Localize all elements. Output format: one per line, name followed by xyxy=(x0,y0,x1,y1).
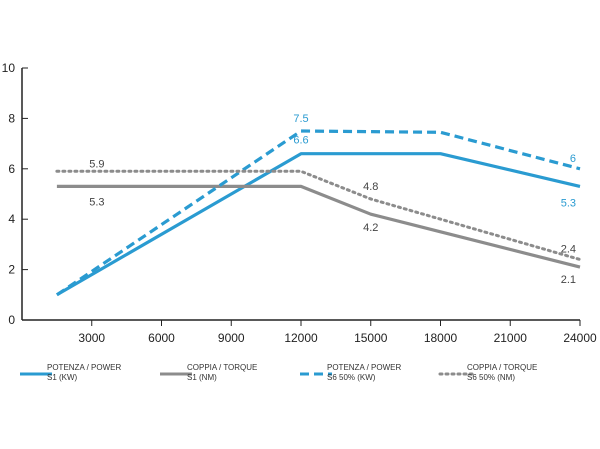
data-label: 6 xyxy=(570,153,576,165)
data-label: 4.2 xyxy=(363,222,378,234)
x-tick-label: 3000 xyxy=(78,331,105,345)
legend-label-line2: S6 50% (KW) xyxy=(327,373,376,382)
x-tick-label: 24000 xyxy=(563,331,597,345)
data-labels: 6.6 5.3 5.3 4.2 2.1 7.5 6 5.9 4.8 2.4 xyxy=(89,113,576,286)
y-tick-label: 10 xyxy=(2,61,16,75)
series-layer xyxy=(55,129,582,297)
legend-label-line1: COPPIA / TORQUE xyxy=(187,363,257,372)
x-tick-label: 6000 xyxy=(148,331,175,345)
data-label: 5.3 xyxy=(89,196,104,208)
x-tick-label: 18000 xyxy=(424,331,458,345)
y-tick-label: 6 xyxy=(8,162,15,176)
legend-label-line2: S1 (NM) xyxy=(187,373,217,382)
legend-label-line1: COPPIA / TORQUE xyxy=(467,363,537,372)
data-label: 5.9 xyxy=(89,158,104,170)
data-label: 6.6 xyxy=(293,135,308,147)
data-label: 4.8 xyxy=(363,181,378,193)
legend-label-line1: POTENZA / POWER xyxy=(47,363,121,372)
data-label: 7.5 xyxy=(293,113,308,125)
y-tick-label: 4 xyxy=(8,212,15,226)
y-tick-label: 8 xyxy=(8,111,15,125)
legend-label-line2: S6 50% (NM) xyxy=(467,373,515,382)
x-tick-label: 12000 xyxy=(284,331,318,345)
data-label: 2.4 xyxy=(561,244,576,256)
axes: 0 2 4 6 8 10 3000 6000 9000 12000 15000 18000 21000 2… xyxy=(2,61,597,345)
y-tick-label: 0 xyxy=(8,313,15,327)
x-tick-label: 21000 xyxy=(494,331,528,345)
series-line-0 xyxy=(56,152,581,297)
legend-label-line1: POTENZA / POWER xyxy=(327,363,401,372)
y-tick-label: 2 xyxy=(8,263,15,277)
data-label: 2.1 xyxy=(561,274,576,286)
series-line-1 xyxy=(56,184,581,269)
series-line-2 xyxy=(56,129,581,297)
data-label: 5.3 xyxy=(561,197,576,209)
legend-label-line2: S1 (KW) xyxy=(47,373,78,382)
x-tick-label: 15000 xyxy=(354,331,388,345)
x-tick-label: 9000 xyxy=(218,331,245,345)
series-line-3 xyxy=(55,169,582,261)
